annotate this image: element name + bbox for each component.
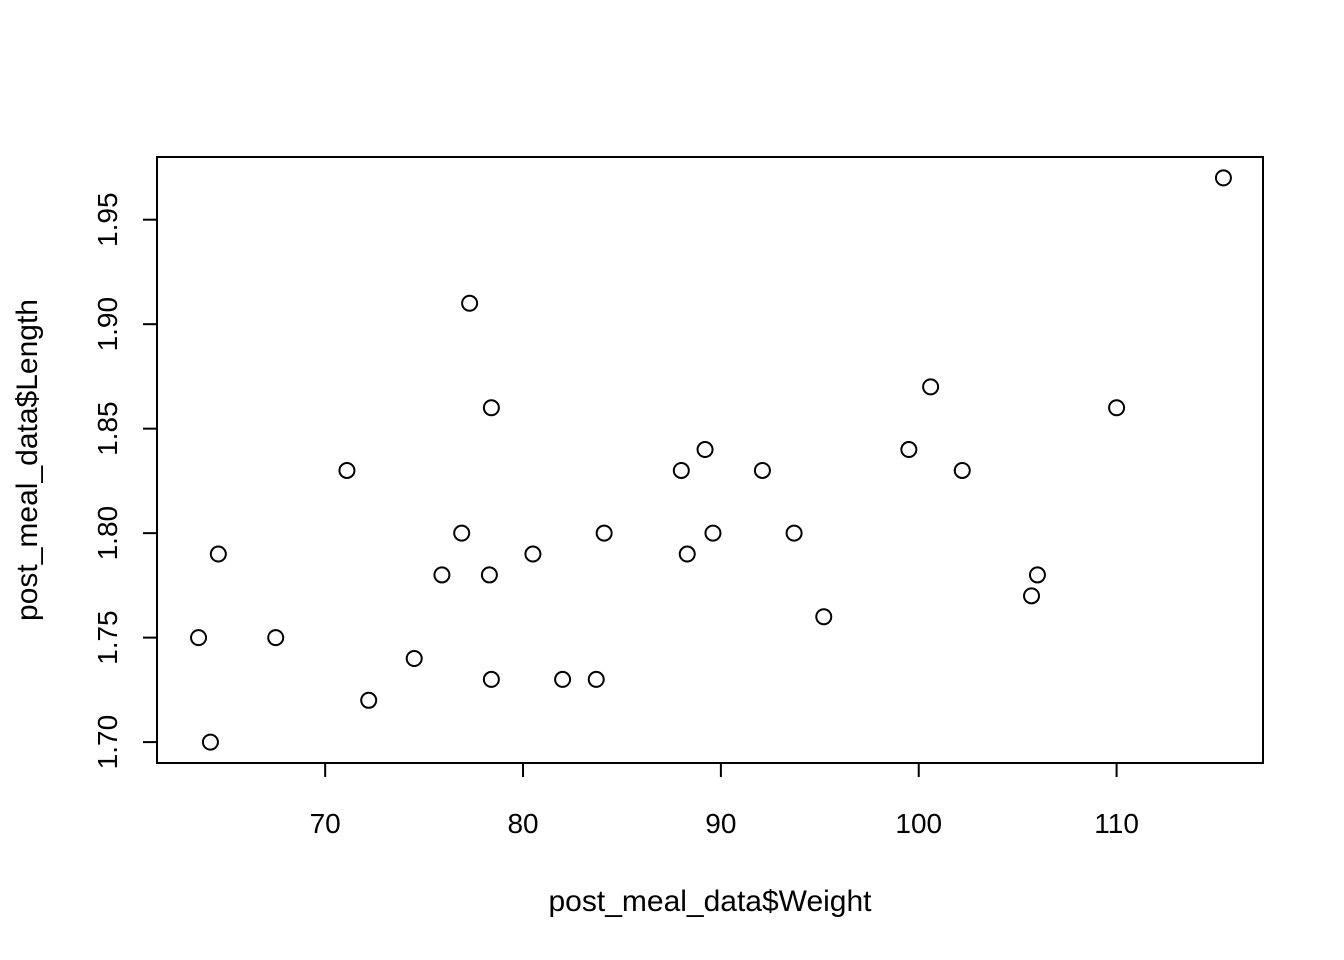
x-tick-label: 100 xyxy=(895,808,942,839)
data-point xyxy=(267,629,285,647)
data-point xyxy=(524,545,542,563)
data-point xyxy=(338,461,356,479)
data-point xyxy=(587,670,605,688)
plot-frame xyxy=(156,156,1264,764)
data-point xyxy=(405,650,423,668)
data-point xyxy=(453,524,471,542)
data-point xyxy=(461,294,479,312)
y-tick-label: 1.85 xyxy=(92,401,123,456)
data-point xyxy=(1028,566,1046,584)
data-point xyxy=(554,670,572,688)
y-axis: 1.70 1.75 1.80 1.85 1.90 1.95 xyxy=(92,192,158,770)
data-point xyxy=(704,524,722,542)
x-tick-label: 70 xyxy=(310,808,341,839)
x-tick-label: 110 xyxy=(1094,808,1139,839)
data-point xyxy=(209,545,227,563)
data-point xyxy=(672,461,690,479)
y-tick-label: 1.70 xyxy=(92,715,123,770)
data-point xyxy=(201,733,219,751)
data-point xyxy=(1214,169,1232,187)
data-point xyxy=(900,441,918,459)
data-point xyxy=(190,629,208,647)
x-tick-label: 90 xyxy=(705,808,736,839)
data-point xyxy=(922,378,940,396)
data-point xyxy=(785,524,803,542)
y-tick-label: 1.95 xyxy=(92,192,123,247)
x-tick-label: 80 xyxy=(507,808,538,839)
data-point xyxy=(678,545,696,563)
data-point xyxy=(953,461,971,479)
x-axis-title: post_meal_data$Weight xyxy=(549,885,873,918)
data-point xyxy=(1108,399,1126,417)
data-point xyxy=(696,441,714,459)
y-tick-label: 1.75 xyxy=(92,610,123,665)
y-tick-label: 1.90 xyxy=(92,297,123,352)
data-point xyxy=(360,691,378,709)
data-point xyxy=(482,670,500,688)
data-point xyxy=(480,566,498,584)
data-point xyxy=(753,461,771,479)
x-axis: 70 80 90 100 110 xyxy=(310,762,1139,839)
y-tick-label: 1.80 xyxy=(92,506,123,561)
data-points xyxy=(190,169,1232,751)
data-point xyxy=(595,524,613,542)
data-point xyxy=(433,566,451,584)
data-point xyxy=(1023,587,1041,605)
data-point xyxy=(815,608,833,626)
data-point xyxy=(482,399,500,417)
y-axis-title: post_meal_data$Length xyxy=(11,299,44,621)
